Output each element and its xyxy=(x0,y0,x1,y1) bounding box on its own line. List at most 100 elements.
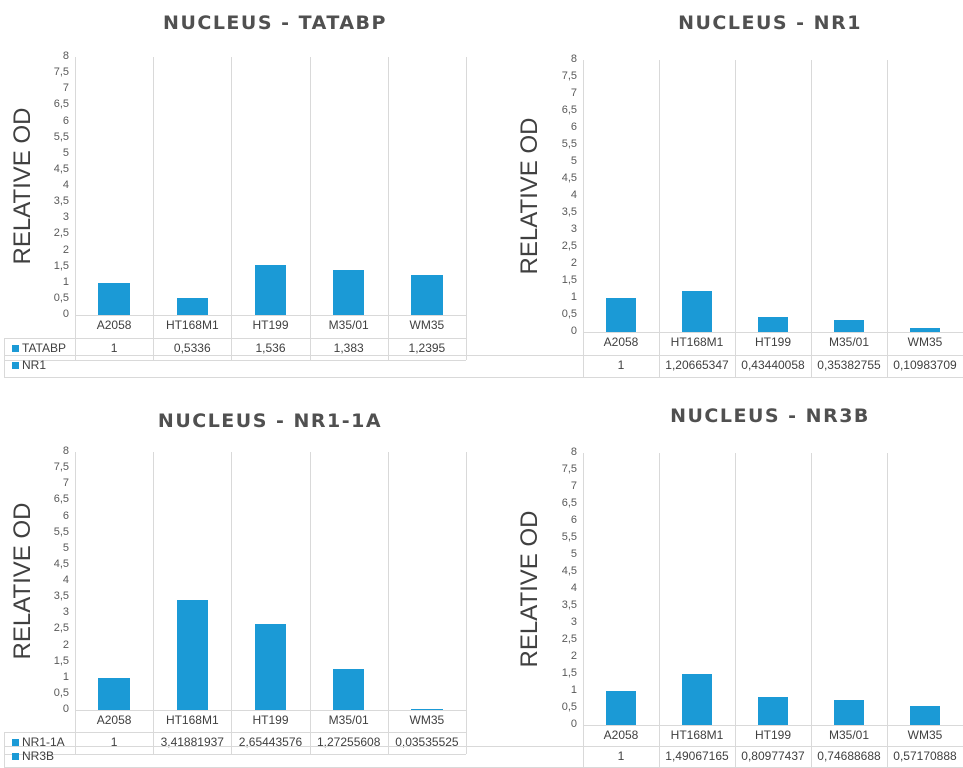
category-divider xyxy=(466,452,467,754)
y-tick-label: 0,5 xyxy=(561,308,577,320)
y-tick-label: 5 xyxy=(570,548,577,560)
bar xyxy=(605,691,637,725)
chart-title: NUCLEUS - NR1-1A xyxy=(157,410,383,432)
y-tick-label: 0 xyxy=(62,703,69,715)
y-tick-label: 0 xyxy=(62,308,69,320)
category-divider xyxy=(659,453,660,767)
x-category-label: A2058 xyxy=(603,335,639,349)
y-tick-label: 1,5 xyxy=(53,259,69,272)
y-tick-label: 2 xyxy=(62,638,69,651)
y-tick-label: 5 xyxy=(62,146,69,159)
category-divider xyxy=(153,452,155,754)
y-tick-label: 1,5 xyxy=(561,667,577,679)
table-rule xyxy=(4,360,466,361)
y-tick-label: 3,5 xyxy=(53,590,69,603)
y-tick-label: 5,5 xyxy=(53,130,69,143)
data-table-value: 1,20665347 xyxy=(665,357,729,372)
category-divider xyxy=(231,452,233,754)
y-tick-label: 4,5 xyxy=(561,172,577,184)
x-category-label: M35/01 xyxy=(328,713,369,727)
y-tick-label: 5 xyxy=(62,541,69,554)
data-table-value: 0,80977437 xyxy=(741,748,805,763)
table-rule xyxy=(4,354,963,356)
table-rule xyxy=(4,732,5,754)
data-table-value: 3,41881937 xyxy=(160,735,224,749)
y-tick-label: 1,5 xyxy=(561,274,577,286)
y-tick-label: 7,5 xyxy=(53,461,69,474)
data-table-value: 0,35382755 xyxy=(817,357,881,372)
table-rule xyxy=(4,746,963,747)
bar xyxy=(757,317,789,332)
y-tick-label: 1 xyxy=(570,684,577,696)
y-tick-label: 3,5 xyxy=(561,599,577,611)
table-rule xyxy=(75,710,466,711)
y-tick-label: 2 xyxy=(570,650,577,662)
bar xyxy=(833,699,865,725)
y-tick-label: 4 xyxy=(62,574,69,586)
y-tick-label: 0,5 xyxy=(53,686,69,699)
y-tick-label: 6 xyxy=(62,509,69,522)
data-table-value: 1 xyxy=(110,340,118,355)
bar xyxy=(98,282,130,315)
category-divider xyxy=(887,453,888,767)
category-divider xyxy=(735,453,736,767)
category-divider xyxy=(387,452,389,754)
x-category-label: HT199 xyxy=(252,318,289,332)
category-divider xyxy=(75,452,76,754)
y-tick-label: 3 xyxy=(62,606,69,619)
y-tick-label: 0,5 xyxy=(561,701,577,713)
bar xyxy=(254,265,287,315)
y-tick-label: 3,5 xyxy=(561,206,577,218)
x-category-label: A2058 xyxy=(603,728,639,742)
bar xyxy=(605,298,637,332)
y-tick-label: 7 xyxy=(570,480,577,492)
category-divider xyxy=(387,57,389,360)
x-category-label: WM35 xyxy=(907,728,943,742)
table-rule xyxy=(583,332,963,333)
y-tick-label: 4 xyxy=(570,582,577,594)
category-divider xyxy=(887,60,888,377)
data-table-value: 1 xyxy=(110,735,118,749)
y-tick-label: 2,5 xyxy=(53,227,69,240)
x-category-label: M35/01 xyxy=(328,318,369,332)
y-tick-label: 7,5 xyxy=(561,463,577,475)
bar xyxy=(333,668,365,710)
legend-label: NR1 xyxy=(22,357,47,372)
table-rule xyxy=(4,377,963,378)
y-tick-label: 5 xyxy=(570,155,577,167)
chart-title: NUCLEUS - NR1 xyxy=(678,12,862,34)
category-divider xyxy=(153,57,155,360)
category-divider xyxy=(583,60,584,377)
x-category-label: WM35 xyxy=(409,713,445,727)
legend-swatch xyxy=(12,752,19,760)
bar xyxy=(833,319,865,332)
category-divider xyxy=(811,60,812,377)
bar xyxy=(681,290,713,332)
bar xyxy=(757,697,789,725)
data-table-value: 0,57170888 xyxy=(893,748,957,763)
data-table-value: 1,383 xyxy=(333,340,364,355)
x-category-label: WM35 xyxy=(907,335,943,349)
y-tick-label: 7,5 xyxy=(53,66,69,79)
y-tick-label: 7 xyxy=(62,82,69,95)
legend-swatch xyxy=(12,361,19,369)
y-tick-label: 3,5 xyxy=(53,195,69,208)
bar xyxy=(411,275,443,315)
data-table-value: 1,27255608 xyxy=(316,735,381,749)
data-table-value: 0,43440058 xyxy=(741,357,805,372)
x-category-label: WM35 xyxy=(409,318,445,332)
table-rule xyxy=(4,337,466,339)
y-tick-label: 5,5 xyxy=(561,138,577,150)
category-divider xyxy=(659,60,660,377)
x-category-label: HT199 xyxy=(754,335,792,349)
bar xyxy=(176,599,208,710)
y-tick-label: 7 xyxy=(570,87,577,99)
legend-label: NR1-1A xyxy=(22,735,65,749)
bar xyxy=(333,270,365,315)
bar xyxy=(254,624,287,710)
y-tick-label: 0,5 xyxy=(53,291,69,304)
data-table-value: 0,74688688 xyxy=(817,748,881,763)
y-tick-label: 3 xyxy=(570,616,577,628)
